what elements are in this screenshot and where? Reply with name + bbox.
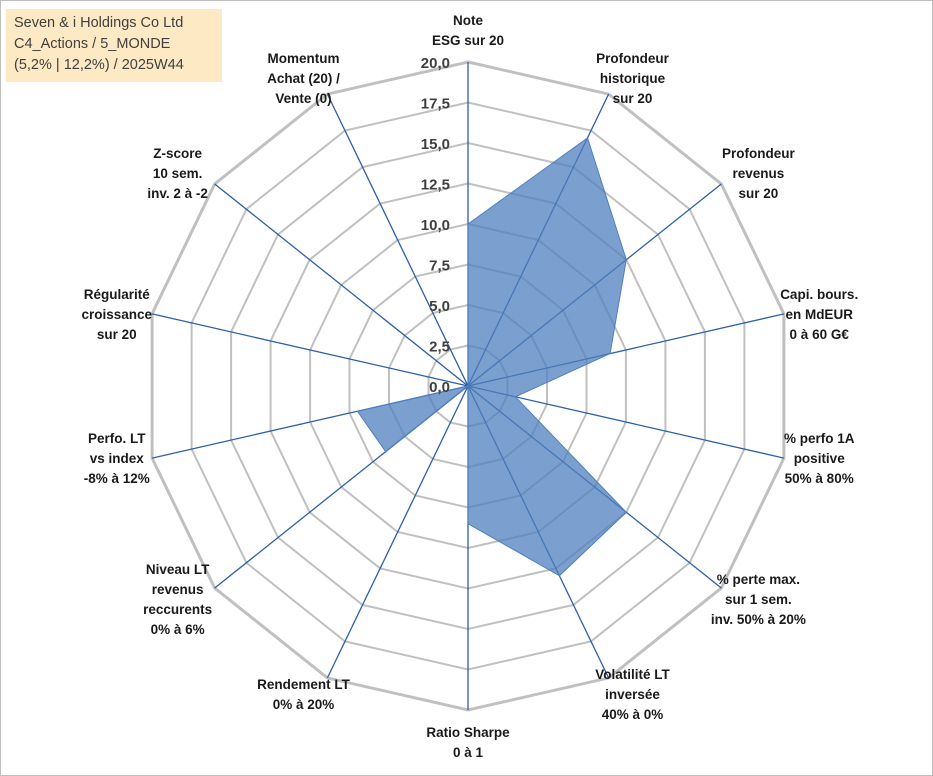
axis-label: Niveau LT revenus reccurents 0% à 6%	[143, 562, 212, 637]
axis-labels: Note ESG sur 20 Profondeur historique sur 20…	[82, 13, 859, 760]
axis-label-line: 0% à 20%	[273, 697, 335, 712]
axis-label-line: vs index	[90, 451, 145, 466]
axis-label-line: Note	[453, 13, 483, 28]
tick-label: 17,5	[421, 96, 450, 113]
axis-label-line: 0 à 1	[453, 745, 484, 760]
axis-label-line: sur 20	[613, 91, 653, 106]
axis-label-line: revenus	[152, 582, 204, 597]
axis-label-line: Vente (0)	[275, 91, 331, 106]
axis-label-line: en MdEUR	[785, 307, 853, 322]
axis-label: % perte max. sur 1 sem. inv. 50% à 20%	[711, 572, 806, 627]
info-perf-week: (5,2% | 12,2%) / 2025W44	[14, 57, 184, 73]
axis-label-line: Perfo. LT	[88, 431, 146, 446]
tick-label: 10,0	[421, 217, 450, 234]
tick-label: 7,5	[429, 258, 450, 275]
axis-label-line: 40% à 0%	[602, 707, 664, 722]
axis-label: % perfo 1A positive 50% à 80%	[784, 431, 855, 486]
axis-label-line: inv. 50% à 20%	[711, 612, 806, 627]
axis-spoke	[214, 183, 469, 387]
axis-label-line: Niveau LT	[146, 562, 210, 577]
axis-label-line: Profondeur	[722, 146, 795, 161]
axis-label-line: inv. 2 à -2	[147, 186, 208, 201]
axis-label-line: reccurents	[143, 602, 212, 617]
axis-label-line: Profondeur	[596, 51, 669, 66]
axis-label: Note ESG sur 20	[432, 13, 504, 48]
tick-label: 5,0	[429, 298, 450, 315]
axis-label: Rendement LT 0% à 20%	[257, 677, 351, 712]
series-area	[356, 137, 627, 577]
tick-label: 12,5	[421, 177, 450, 194]
info-company-name: Seven & i Holdings Co Ltd	[14, 15, 184, 31]
axis-label-line: historique	[600, 71, 666, 86]
axis-label-line: inversée	[605, 687, 660, 702]
axis-label-line: % perfo 1A	[784, 431, 855, 446]
axis-spoke	[151, 313, 469, 387]
axis-label-line: Rendement LT	[257, 677, 351, 692]
info-category: C4_Actions / 5_MONDE	[14, 36, 171, 52]
axis-label-line: ESG sur 20	[432, 33, 504, 48]
axis-label-line: sur 20	[739, 186, 779, 201]
info-box: Seven & i Holdings Co Ltd C4_Actions / 5…	[6, 9, 222, 82]
axis-spoke	[467, 385, 785, 459]
tick-label: 15,0	[421, 136, 450, 153]
axis-label-line: Achat (20) /	[267, 71, 340, 86]
axis-label: Perfo. LT vs index -8% à 12%	[84, 431, 150, 486]
axis-label: Capi. bours. en MdEUR 0 à 60 G€	[780, 287, 858, 342]
axis-label-line: Capi. bours.	[780, 287, 858, 302]
axis-label-line: 10 sem.	[153, 166, 203, 181]
axis-label-line: Momentum	[268, 51, 340, 66]
axis-label: Régularité croissance sur 20	[82, 287, 153, 342]
axis-label-line: % perte max.	[717, 572, 800, 587]
axis-label-line: 0 à 60 G€	[790, 327, 850, 342]
axis-spoke	[326, 385, 469, 679]
axis-label-line: 50% à 80%	[785, 471, 854, 486]
tick-label: 20,0	[421, 55, 450, 72]
axis-label-line: Régularité	[84, 287, 151, 302]
axis-label-line: -8% à 12%	[84, 471, 150, 486]
axis-label-line: croissance	[82, 307, 153, 322]
axis-label: Profondeur revenus sur 20	[722, 146, 795, 201]
axis-label-line: Volatilité LT	[595, 667, 670, 682]
radial-tick-labels: 0,0 2,5 5,0 7,5 10,0 12,5 15,0 17,5 20,0	[421, 55, 450, 396]
tick-label: 0,0	[429, 379, 450, 396]
axis-label: Z-score 10 sem. inv. 2 à -2	[147, 146, 208, 201]
axis-spoke	[326, 93, 469, 387]
axis-label: Volatilité LT inversée 40% à 0%	[595, 667, 670, 722]
axis-label-line: Z-score	[153, 146, 202, 161]
axis-label-line: Ratio Sharpe	[426, 725, 510, 740]
axis-label-line: sur 1 sem.	[725, 592, 792, 607]
axis-label: Ratio Sharpe 0 à 1	[426, 725, 510, 760]
axis-label-line: sur 20	[97, 327, 137, 342]
axis-label-line: revenus	[733, 166, 785, 181]
axis-label: Momentum Achat (20) / Vente (0)	[267, 51, 340, 106]
axis-label-line: positive	[794, 451, 846, 466]
axis-label: Profondeur historique sur 20	[596, 51, 669, 106]
series-layer	[356, 137, 627, 577]
axis-label-line: 0% à 6%	[151, 622, 205, 637]
tick-label: 2,5	[429, 339, 450, 356]
